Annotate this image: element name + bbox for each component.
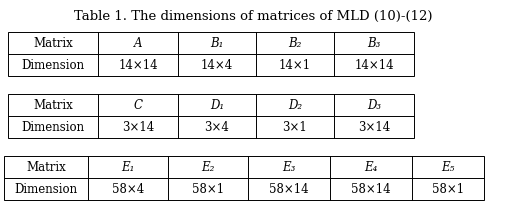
Bar (4, 156, 483, 200)
Text: 58×4: 58×4 (112, 183, 144, 196)
Text: A: A (133, 37, 142, 50)
Text: 14×14: 14×14 (354, 58, 393, 71)
Text: 3×1: 3×1 (282, 121, 307, 134)
Text: E₅: E₅ (440, 161, 454, 174)
Text: 14×4: 14×4 (200, 58, 233, 71)
Text: 58×14: 58×14 (269, 183, 308, 196)
Text: Dimension: Dimension (21, 58, 84, 71)
Text: Table 1. The dimensions of matrices of MLD (10)-(12): Table 1. The dimensions of matrices of M… (74, 10, 431, 23)
Text: Dimension: Dimension (15, 183, 77, 196)
Text: B₃: B₃ (367, 37, 380, 50)
Text: Matrix: Matrix (33, 37, 73, 50)
Text: 3×14: 3×14 (357, 121, 389, 134)
Text: 3×14: 3×14 (122, 121, 154, 134)
Text: E₄: E₄ (364, 161, 377, 174)
Text: 58×1: 58×1 (191, 183, 224, 196)
Text: E₃: E₃ (282, 161, 295, 174)
Text: B₁: B₁ (210, 37, 223, 50)
Text: Matrix: Matrix (26, 161, 66, 174)
Text: 58×14: 58×14 (350, 183, 390, 196)
Text: 14×1: 14×1 (278, 58, 311, 71)
Text: C: C (133, 99, 142, 112)
Text: 3×4: 3×4 (204, 121, 229, 134)
Text: D₃: D₃ (366, 99, 380, 112)
Text: D₂: D₂ (287, 99, 301, 112)
Text: 58×1: 58×1 (431, 183, 463, 196)
Bar (8, 94, 413, 138)
Text: B₂: B₂ (288, 37, 301, 50)
Text: D₁: D₁ (210, 99, 224, 112)
Text: Matrix: Matrix (33, 99, 73, 112)
Text: 14×14: 14×14 (118, 58, 158, 71)
Text: E₁: E₁ (121, 161, 134, 174)
Bar (8, 32, 413, 76)
Text: E₂: E₂ (201, 161, 214, 174)
Text: Dimension: Dimension (21, 121, 84, 134)
